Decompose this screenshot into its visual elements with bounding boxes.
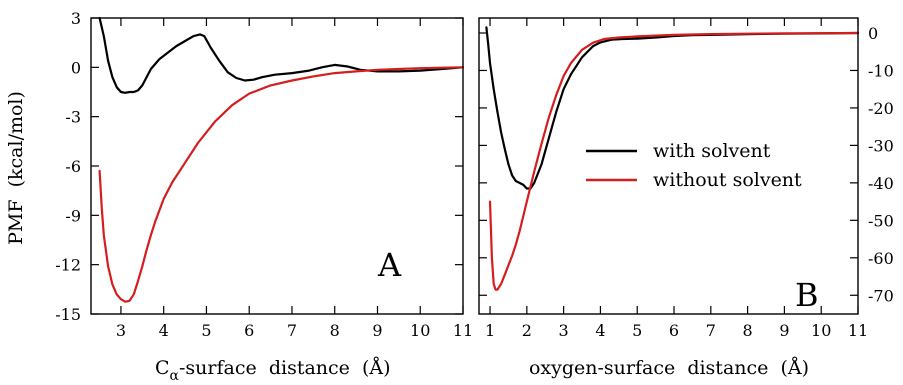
panel-a-y-tick-label: -3: [65, 108, 81, 127]
panel-a-y-tick-label: 0: [71, 58, 81, 77]
panel-b-x-tick-label: 1: [485, 321, 495, 340]
panel-a-x-tick-label: 3: [116, 321, 126, 340]
panel-a-x-tick-label: 9: [372, 321, 382, 340]
panel-a-x-axis-label-rest: -surface distance (Å): [179, 357, 391, 379]
panel-a-x-axis-label-subscript: α: [170, 368, 180, 384]
panel-b-x-tick-label: 10: [811, 321, 831, 340]
panel-b-series-with-solvent: [485, 26, 860, 190]
panel-a-frame: [90, 17, 464, 315]
panel-a-y-tick-label: -15: [55, 305, 81, 324]
panel-b-x-tick-label: 11: [848, 321, 868, 340]
panel-a-y-tick-label: -6: [65, 157, 81, 176]
legend-label-with-solvent: with solvent: [653, 140, 771, 162]
panel-b: 1 2 3 4 5 6 7 8 9 10 11 0 -10 -20 -30 -40 -50 -60 -70 B ox…: [478, 17, 894, 379]
panel-b-y-tick-label: -50: [868, 211, 894, 230]
panel-a-series-without-solvent: [98, 66, 465, 303]
panel-b-y-tick-label: -40: [868, 174, 894, 193]
panel-b-frame: [478, 17, 859, 315]
panel-b-x-tick-label: 6: [669, 321, 679, 340]
panel-b-y-tick-label: 0: [868, 24, 878, 43]
panel-a-y-tick-label: -9: [65, 206, 81, 225]
panel-a-y-tick-label: 3: [71, 9, 81, 28]
panel-b-x-tick-label: 3: [559, 321, 569, 340]
panel-b-x-tick-label: 9: [779, 321, 789, 340]
panel-b-series-without-solvent: [488, 31, 860, 291]
panel-a-x-tick-label: 8: [330, 321, 340, 340]
panel-b-ticks: [479, 18, 859, 314]
panel-a-x-tick-label: 10: [410, 321, 430, 340]
panel-b-letter: B: [795, 276, 819, 314]
panel-b-x-tick-label: 8: [743, 321, 753, 340]
panel-a-x-tick-label: 7: [287, 321, 297, 340]
panel-a-x-tick-label: 11: [453, 321, 473, 340]
panel-b-y-tick-label: -30: [868, 136, 894, 155]
panel-b-y-tick-label: -60: [868, 249, 894, 268]
panel-b-x-axis-label: oxygen-surface distance (Å): [529, 357, 809, 379]
legend-label-without-solvent: without solvent: [653, 169, 802, 191]
panel-b-y-tick-label: -10: [868, 61, 894, 80]
panel-a-x-axis-label: Cα-surface distance (Å): [155, 357, 391, 384]
panel-a-tick-labels: 3 4 5 6 7 8 9 10 11 3 0 -3 -6 -9 -12 -15: [55, 9, 473, 340]
panel-b-series: [485, 26, 860, 291]
panel-a-letter: A: [377, 246, 402, 284]
panel-a-ticks: [91, 17, 464, 315]
panel-a-x-axis-label-main: C: [155, 357, 170, 379]
panel-b-x-tick-label: 7: [706, 321, 716, 340]
panel-a-series-with-solvent: [98, 16, 465, 94]
panel-b-x-tick-label: 4: [595, 321, 605, 340]
panel-a-x-tick-label: 5: [201, 321, 211, 340]
panel-b-y-tick-label: -20: [868, 99, 894, 118]
panel-a-y-tick-label: -12: [55, 256, 81, 275]
panel-b-tick-labels: 1 2 3 4 5 6 7 8 9 10 11 0 -10 -20 -30 -40 -50 -60 -70: [485, 24, 894, 340]
panel-b-y-tick-label: -70: [868, 286, 894, 305]
y-axis-label: PMF (kcal/mol): [5, 91, 27, 245]
panel-a-x-tick-label: 4: [159, 321, 169, 340]
panel-b-x-tick-label: 5: [632, 321, 642, 340]
panel-a-x-tick-label: 6: [244, 321, 254, 340]
panel-a: 3 4 5 6 7 8 9 10 11 3 0 -3 -6 -9 -12 -15 A Cα-surface d…: [5, 9, 473, 384]
panel-a-series: [98, 16, 465, 303]
panel-b-x-tick-label: 2: [522, 321, 532, 340]
legend: with solvent without solvent: [586, 140, 802, 191]
